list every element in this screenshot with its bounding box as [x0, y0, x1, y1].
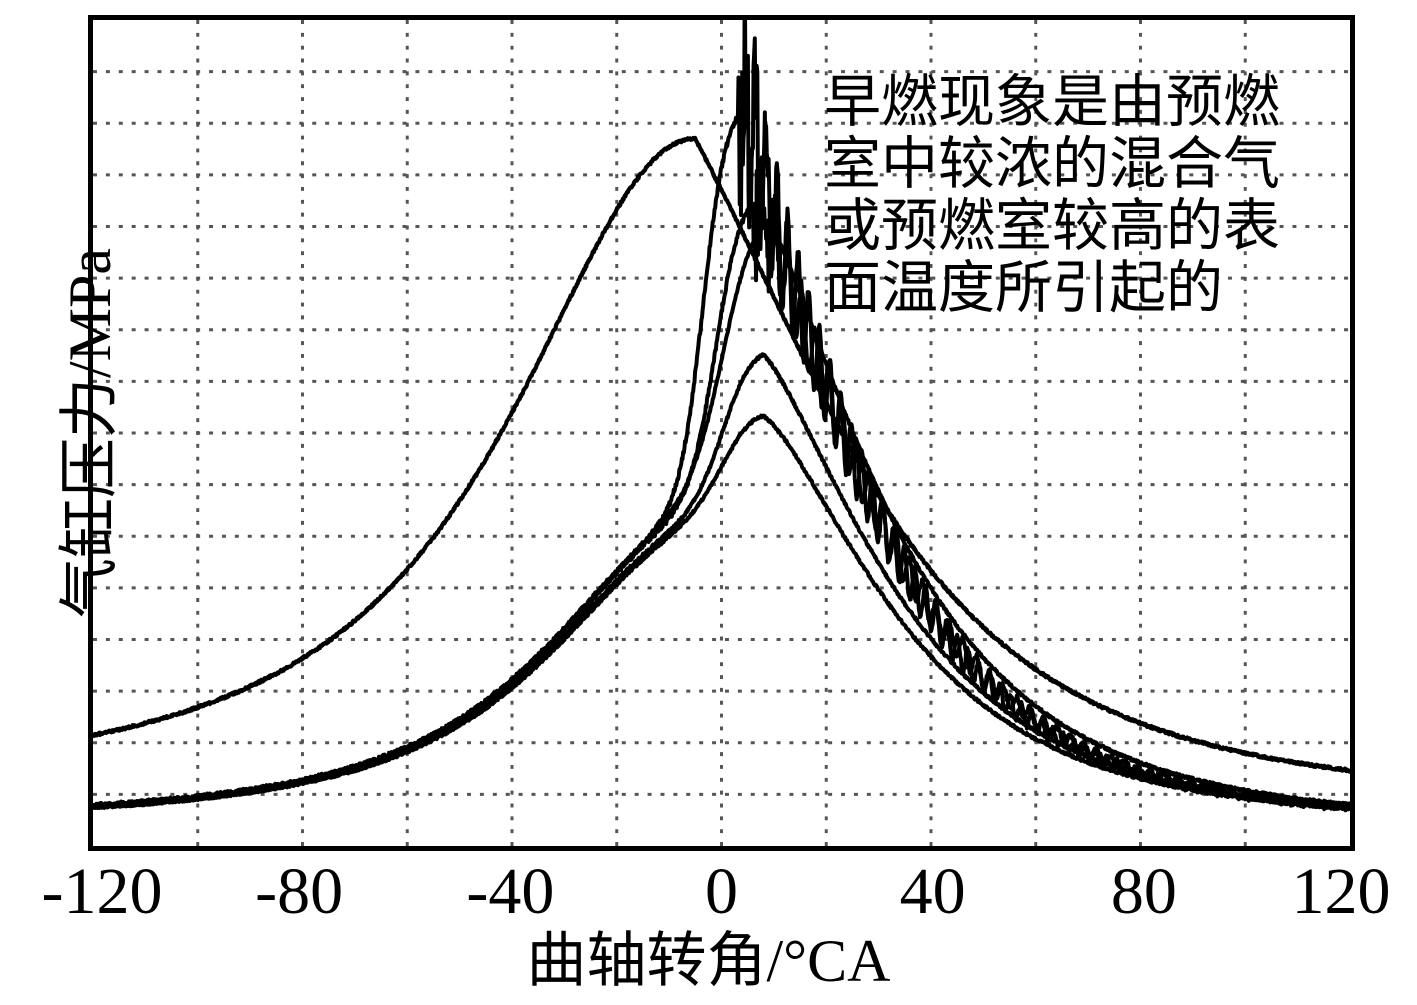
x-tick-label: 40: [899, 855, 966, 928]
grid-layer: [93, 20, 1350, 846]
pressure-curve: [93, 352, 1350, 811]
annotation-line-4: 面温度所引起的: [824, 257, 1223, 320]
x-tick-label: 120: [1291, 855, 1391, 928]
annotation-text-block: 早燃现象是由预燃 室中较浓的混合气 或预燃室较高的表 面温度所引起的: [824, 72, 1394, 320]
x-tick-label: -120: [41, 855, 163, 928]
x-axis-tick-labels: -120 -80 -40 0 40 80 120: [42, 855, 1391, 928]
annotation-line-1: 早燃现象是由预燃: [824, 71, 1280, 134]
pressure-curve: [93, 413, 1350, 812]
x-tick-label: -40: [466, 855, 555, 928]
x-axis-title: 曲轴转角/°CA: [526, 928, 891, 994]
annotation-line-3: 或预燃室较高的表: [824, 195, 1280, 258]
annotation-line-2: 室中较浓的混合气: [824, 133, 1280, 196]
x-tick-label: 80: [1110, 855, 1177, 928]
plot-area: [88, 15, 1355, 851]
x-tick-label: -80: [255, 855, 344, 928]
curves-layer: [93, 20, 1350, 813]
pressure-curve: [93, 135, 1350, 774]
x-tick-label: 0: [705, 855, 738, 928]
y-axis-title: 气缸压力/MPa: [57, 247, 123, 619]
